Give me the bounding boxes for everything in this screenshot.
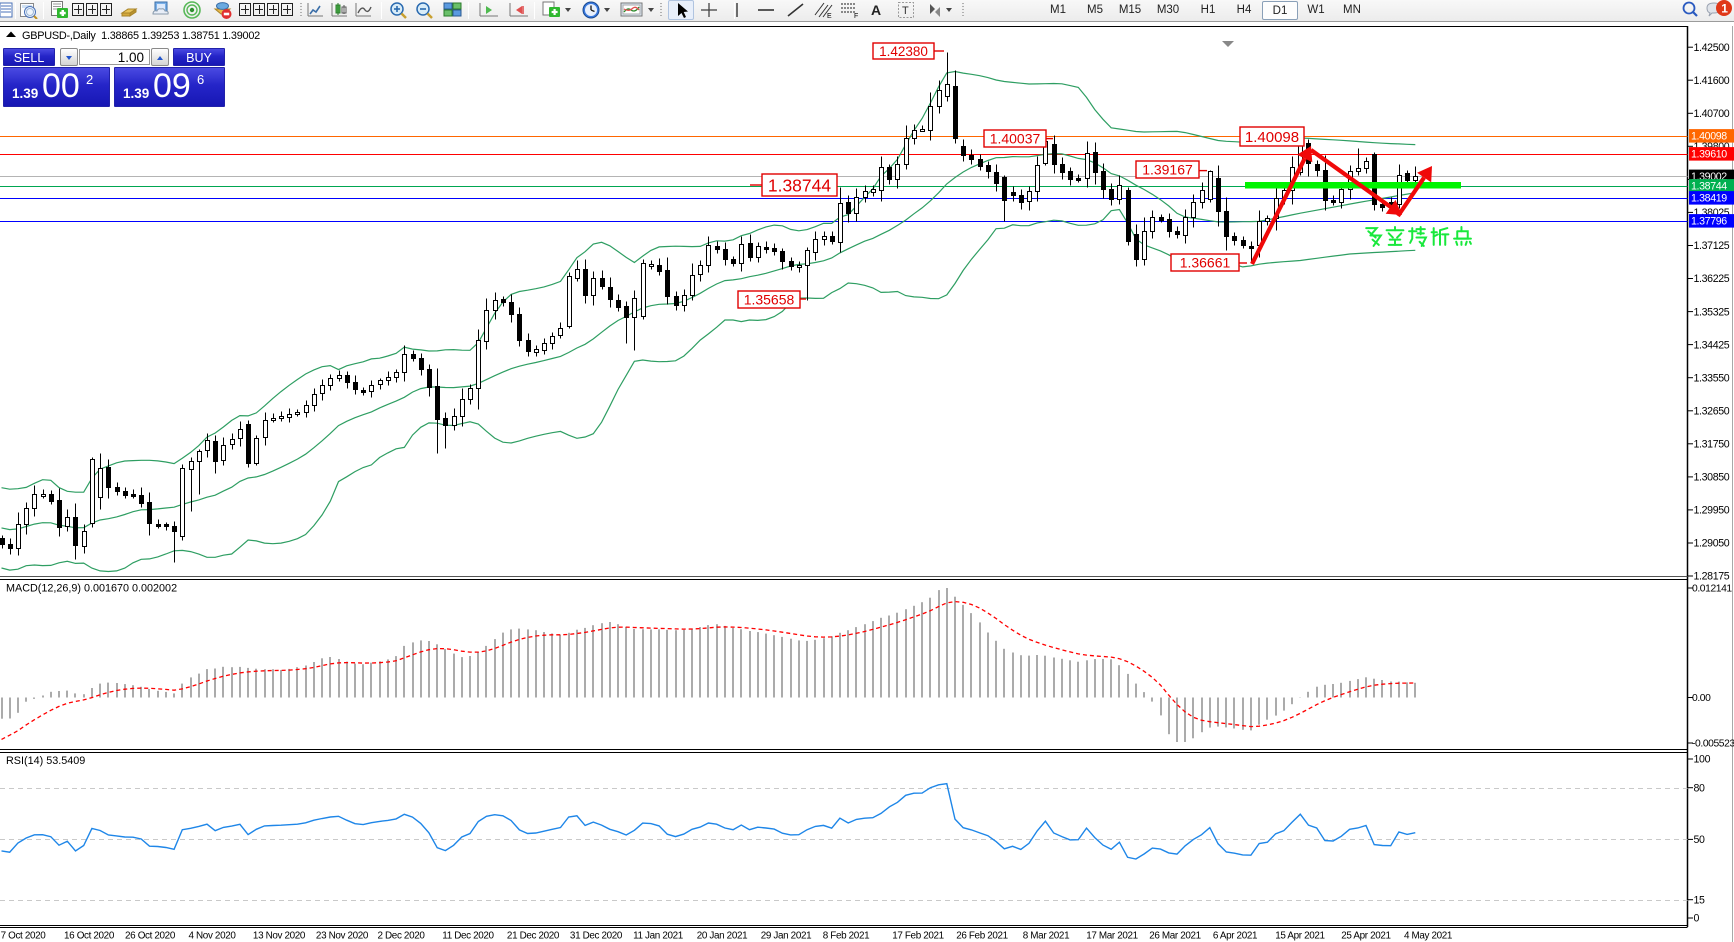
svg-text:17 Mar 2021: 17 Mar 2021 <box>1086 931 1138 942</box>
svg-text:1.35325: 1.35325 <box>1694 306 1730 318</box>
svg-text:80: 80 <box>1694 782 1706 794</box>
svg-text:1.29950: 1.29950 <box>1694 505 1730 517</box>
svg-text:4 May 2021: 4 May 2021 <box>1404 931 1453 942</box>
svg-text:11 Jan 2021: 11 Jan 2021 <box>633 931 684 942</box>
svg-text:1.31750: 1.31750 <box>1694 439 1730 451</box>
svg-text:1.30850: 1.30850 <box>1694 472 1730 484</box>
svg-text:1.38744: 1.38744 <box>1691 180 1727 192</box>
svg-text:4 Nov 2020: 4 Nov 2020 <box>188 931 236 942</box>
svg-text:1.42380: 1.42380 <box>879 44 928 59</box>
svg-text:MACD(12,26,9) 0.001670 0.00200: MACD(12,26,9) 0.001670 0.002002 <box>6 583 177 595</box>
svg-text:1.35658: 1.35658 <box>744 292 795 308</box>
svg-text:1.40037: 1.40037 <box>990 131 1041 147</box>
svg-text:16 Oct 2020: 16 Oct 2020 <box>64 931 115 942</box>
svg-text:1.40098: 1.40098 <box>1691 130 1727 142</box>
svg-text:26 Oct 2020: 26 Oct 2020 <box>125 931 176 942</box>
svg-text:1.40700: 1.40700 <box>1694 108 1730 120</box>
svg-text:8 Mar 2021: 8 Mar 2021 <box>1023 931 1070 942</box>
svg-text:20 Jan 2021: 20 Jan 2021 <box>697 931 748 942</box>
svg-text:1.37125: 1.37125 <box>1694 240 1730 252</box>
svg-text:E: E <box>827 13 832 19</box>
svg-text:1.28175: 1.28175 <box>1694 571 1730 583</box>
svg-text:26 Feb 2021: 26 Feb 2021 <box>956 931 1008 942</box>
svg-text:GBPUSD-,Daily 1.38865 1.39253: GBPUSD-,Daily 1.38865 1.39253 1.38751 1.… <box>22 30 260 42</box>
svg-text:100: 100 <box>1694 754 1711 766</box>
svg-text:0.012141: 0.012141 <box>1692 584 1732 595</box>
svg-text:1.38419: 1.38419 <box>1691 192 1727 204</box>
svg-text:1.39610: 1.39610 <box>1691 148 1727 160</box>
svg-text:1.32650: 1.32650 <box>1694 406 1730 418</box>
svg-text:17 Feb 2021: 17 Feb 2021 <box>892 931 944 942</box>
svg-text:23 Nov 2020: 23 Nov 2020 <box>316 931 369 942</box>
svg-text:-0.005523: -0.005523 <box>1692 739 1734 750</box>
svg-text:0: 0 <box>1694 913 1700 925</box>
svg-text:29 Jan 2021: 29 Jan 2021 <box>761 931 812 942</box>
svg-text:1.40098: 1.40098 <box>1245 129 1299 146</box>
svg-text:11 Dec 2020: 11 Dec 2020 <box>442 931 494 942</box>
svg-text:RSI(14) 53.5409: RSI(14) 53.5409 <box>6 755 85 767</box>
svg-text:25 Apr 2021: 25 Apr 2021 <box>1341 931 1391 942</box>
svg-text:1: 1 <box>1721 2 1728 16</box>
svg-text:1.38744: 1.38744 <box>768 175 832 195</box>
svg-text:1.29050: 1.29050 <box>1694 538 1730 550</box>
svg-text:13 Nov 2020: 13 Nov 2020 <box>253 931 306 942</box>
svg-text:T: T <box>902 5 909 17</box>
svg-text:0.00: 0.00 <box>1692 693 1711 704</box>
svg-text:50: 50 <box>1694 834 1706 846</box>
svg-text:8 Feb 2021: 8 Feb 2021 <box>823 931 870 942</box>
svg-text:1.34425: 1.34425 <box>1694 339 1730 351</box>
svg-text:31 Dec 2020: 31 Dec 2020 <box>570 931 623 942</box>
svg-text:1.41600: 1.41600 <box>1694 75 1730 87</box>
svg-text:7 Oct 2020: 7 Oct 2020 <box>1 931 47 942</box>
svg-text:26 Mar 2021: 26 Mar 2021 <box>1149 931 1201 942</box>
svg-text:1.36225: 1.36225 <box>1694 273 1730 285</box>
svg-text:1.36661: 1.36661 <box>1180 255 1231 271</box>
svg-text:21 Dec 2020: 21 Dec 2020 <box>507 931 560 942</box>
svg-text:15: 15 <box>1694 894 1706 906</box>
svg-text:1.33550: 1.33550 <box>1694 372 1730 384</box>
svg-text:1.37796: 1.37796 <box>1691 215 1727 227</box>
svg-text:15 Apr 2021: 15 Apr 2021 <box>1275 931 1325 942</box>
svg-text:2 Dec 2020: 2 Dec 2020 <box>377 931 425 942</box>
svg-text:1.42500: 1.42500 <box>1694 42 1730 54</box>
svg-text:6 Apr 2021: 6 Apr 2021 <box>1213 931 1258 942</box>
svg-text:F: F <box>854 13 858 19</box>
svg-text:1.39167: 1.39167 <box>1142 162 1193 178</box>
